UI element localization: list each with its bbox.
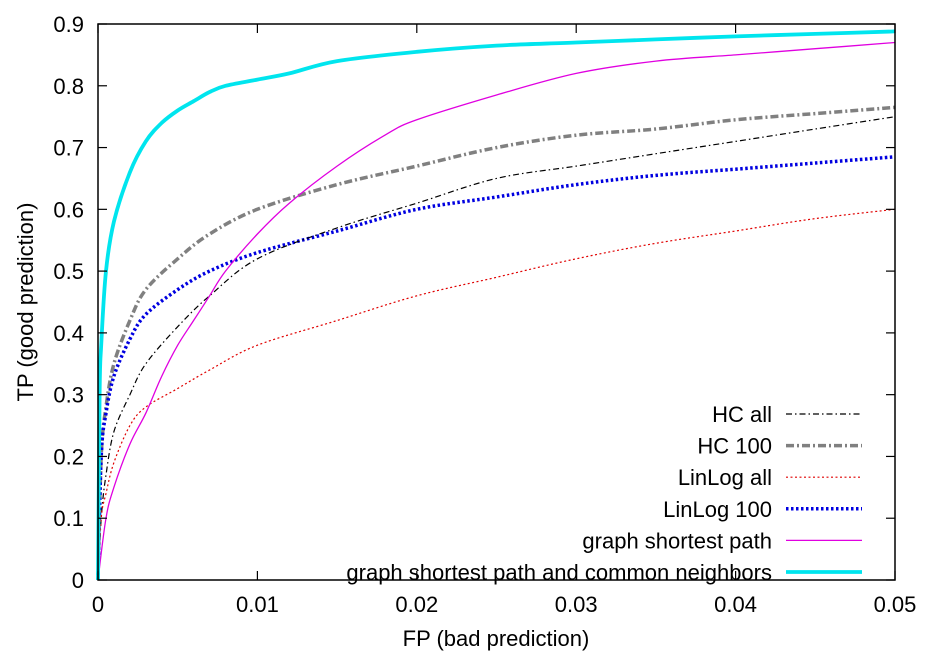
legend-label-3: LinLog 100 xyxy=(663,497,772,522)
y-tick-label: 0.2 xyxy=(53,444,84,469)
x-tick-label: 0 xyxy=(92,592,104,617)
series-line-0 xyxy=(97,116,896,581)
y-tick-label: 0.4 xyxy=(53,321,84,346)
y-tick-label: 0.1 xyxy=(53,506,84,531)
series-line-4 xyxy=(97,41,896,581)
x-tick-label: 0.03 xyxy=(555,592,598,617)
y-tick-label: 0 xyxy=(72,568,84,593)
plot-frame xyxy=(97,23,896,581)
legend-label-0: HC all xyxy=(712,402,772,427)
y-tick-label: 0.3 xyxy=(53,383,84,408)
series-line-3 xyxy=(96,155,896,581)
y-axis-ticks: 0 0.1 0.2 0.3 0.4 0.5 0.6 0.7 0.8 0.9 xyxy=(53,12,895,593)
y-tick-label: 0.6 xyxy=(53,197,84,222)
y-tick-label: 0.7 xyxy=(53,136,84,161)
x-axis-ticks: 0 0.01 0.02 0.03 0.04 0.05 xyxy=(92,24,917,617)
legend-label-1: HC 100 xyxy=(697,434,772,459)
y-axis-label: TP (good prediction) xyxy=(13,203,38,402)
x-tick-label: 0.02 xyxy=(395,592,438,617)
series-line-2 xyxy=(97,208,896,581)
x-tick-label: 0.01 xyxy=(236,592,279,617)
y-tick-label: 0.8 xyxy=(53,74,84,99)
series-line-1 xyxy=(96,105,896,581)
legend-label-2: LinLog all xyxy=(678,465,772,490)
legend-label-5: graph shortest path and common neighbors xyxy=(346,560,772,585)
x-axis-label: FP (bad prediction) xyxy=(403,626,590,651)
x-tick-label: 0.05 xyxy=(874,592,917,617)
y-tick-label: 0.9 xyxy=(53,12,84,37)
legend-label-4: graph shortest path xyxy=(582,528,772,553)
y-tick-label: 0.5 xyxy=(53,259,84,284)
x-tick-label: 0.04 xyxy=(714,592,757,617)
